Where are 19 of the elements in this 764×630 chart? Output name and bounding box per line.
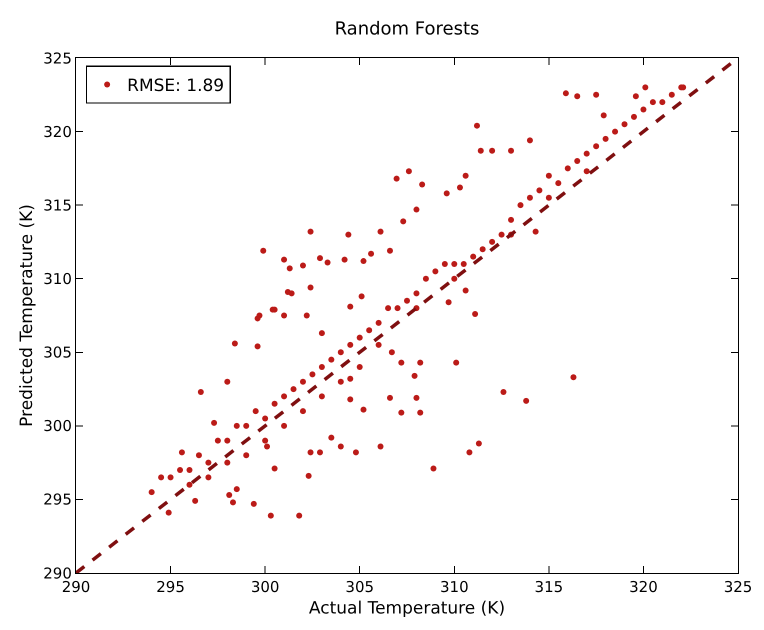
x-tick-label: 295 [156, 578, 185, 596]
x-axis-title: Actual Temperature (K) [308, 598, 506, 618]
chart-title: Random Forests [334, 18, 480, 40]
y-tick-label: 300 [43, 417, 72, 436]
x-tick-label: 315 [534, 578, 564, 596]
y-tick-label: 315 [43, 196, 72, 214]
y-tick-label: 325 [43, 49, 72, 68]
x-tick-label: 305 [345, 578, 374, 596]
legend-label: RMSE: 1.89 [127, 76, 224, 96]
x-tick-label: 300 [250, 578, 280, 596]
x-tick-label: 320 [629, 578, 658, 596]
y-tick-label: 295 [43, 490, 72, 509]
y-axis-title: Predicted Temperature (K) [16, 204, 37, 427]
x-tick-label: 290 [62, 578, 90, 596]
y-tick-label: 320 [43, 122, 72, 141]
x-tick-label: 310 [440, 578, 469, 596]
y-tick-label: 310 [43, 270, 72, 288]
x-tick-label: 325 [724, 578, 752, 596]
y-tick-label: 305 [43, 344, 72, 362]
